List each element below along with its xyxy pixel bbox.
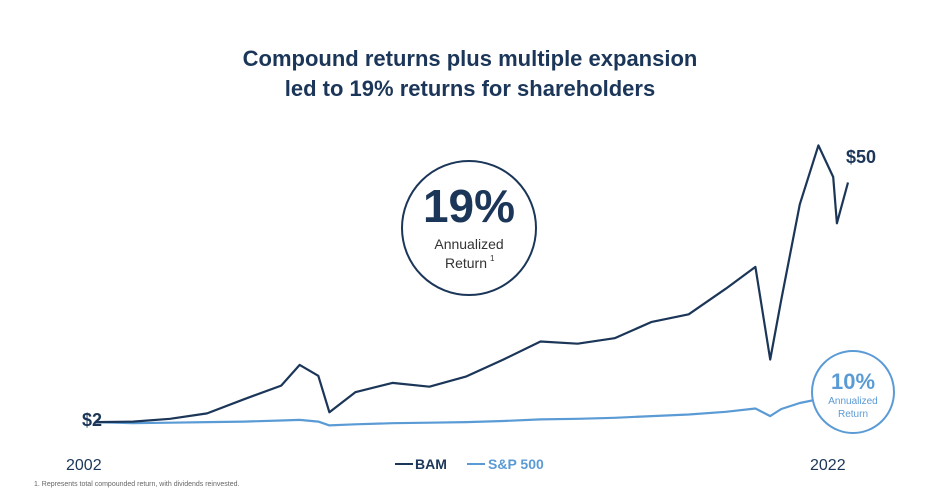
sp-callout-circle — [811, 350, 895, 434]
bam-callout-circle — [401, 160, 537, 296]
series-layer — [95, 144, 850, 427]
x-tick-start: 2002 — [66, 457, 102, 474]
x-tick-end: 2022 — [810, 457, 846, 474]
title-line-1: Compound returns plus multiple expansion — [242, 46, 698, 71]
bam-return-label-1: Annualized — [434, 236, 503, 252]
sp-return-label-2: Return — [838, 409, 868, 420]
footnote: 1. Represents total compounded return, w… — [34, 481, 240, 488]
bam-return-footnote-mark: 1 — [490, 254, 495, 263]
legend-label-bam: BAM — [415, 456, 447, 472]
sp-return-value: 10% — [831, 369, 875, 394]
sp-return-callout: 10% Annualized Return — [811, 350, 895, 434]
legend: BAM S&P 500 — [395, 456, 544, 472]
legend-label-sp: S&P 500 — [488, 456, 544, 472]
bam-return-value: 19% — [423, 180, 515, 232]
bam-return-callout: 19% Annualized Return 1 — [401, 160, 537, 296]
title-line-2: led to 19% returns for shareholders — [284, 76, 656, 101]
series-line-s-p-500 — [95, 396, 849, 427]
chart-title: Compound returns plus multiple expansion… — [0, 44, 940, 104]
sp-return-label-1: Annualized — [828, 396, 877, 407]
series-line-bam — [95, 144, 850, 424]
start-value-label: $2 — [82, 410, 102, 430]
end-value-label: $50 — [846, 147, 876, 167]
bam-return-label-2: Return — [445, 255, 487, 271]
